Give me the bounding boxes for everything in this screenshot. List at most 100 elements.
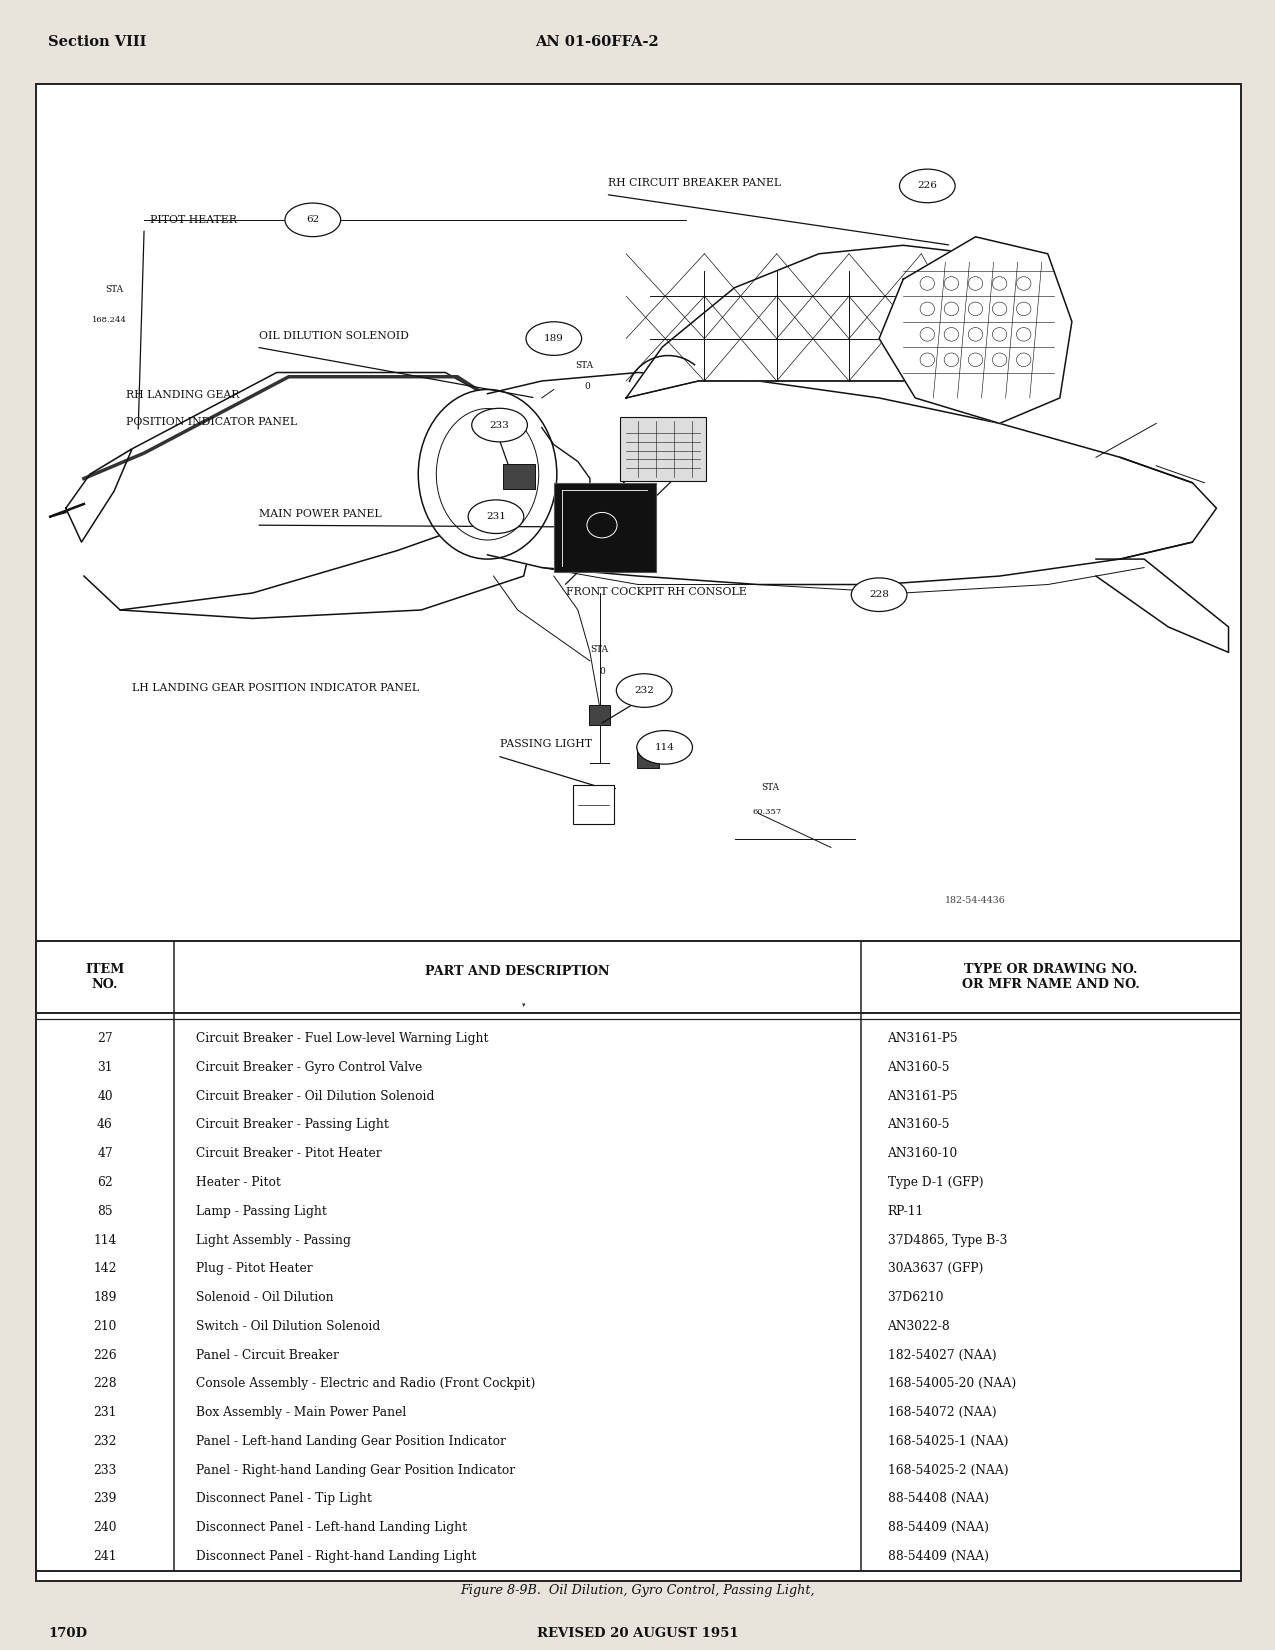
Text: 60.357: 60.357	[752, 807, 782, 815]
Text: 168-54025-2 (NAA): 168-54025-2 (NAA)	[887, 1464, 1009, 1477]
Polygon shape	[878, 238, 1072, 424]
Text: POSITION INDICATOR PANEL: POSITION INDICATOR PANEL	[126, 417, 297, 427]
Text: PITOT HEATER: PITOT HEATER	[150, 214, 237, 224]
Ellipse shape	[586, 513, 617, 538]
Text: STA: STA	[575, 361, 594, 370]
Text: 233: 233	[490, 421, 510, 429]
Ellipse shape	[418, 389, 557, 559]
Text: Circuit Breaker - Passing Light: Circuit Breaker - Passing Light	[196, 1119, 389, 1132]
Text: AN 01-60FFA-2: AN 01-60FFA-2	[536, 35, 659, 50]
Text: Box Assembly - Main Power Panel: Box Assembly - Main Power Panel	[196, 1406, 407, 1419]
Text: 182-54-4436: 182-54-4436	[945, 896, 1006, 904]
Ellipse shape	[921, 302, 935, 315]
Text: MAIN POWER PANEL: MAIN POWER PANEL	[259, 508, 381, 518]
Text: LH LANDING GEAR POSITION INDICATOR PANEL: LH LANDING GEAR POSITION INDICATOR PANEL	[133, 683, 419, 693]
Text: 239: 239	[93, 1492, 117, 1505]
Text: AN3161-P5: AN3161-P5	[887, 1033, 959, 1044]
FancyBboxPatch shape	[572, 785, 615, 823]
Ellipse shape	[286, 203, 340, 236]
Text: ▾: ▾	[521, 1002, 525, 1008]
Text: AN3160-5: AN3160-5	[887, 1061, 950, 1074]
Ellipse shape	[945, 277, 959, 290]
Text: 241: 241	[93, 1549, 117, 1563]
Text: 240: 240	[93, 1521, 117, 1535]
Text: AN3022-8: AN3022-8	[887, 1320, 950, 1333]
Text: REVISED 20 AUGUST 1951: REVISED 20 AUGUST 1951	[537, 1627, 738, 1640]
Polygon shape	[84, 373, 553, 610]
FancyBboxPatch shape	[638, 747, 659, 767]
Polygon shape	[1121, 457, 1216, 559]
Text: 231: 231	[486, 512, 506, 521]
Text: AN3160-10: AN3160-10	[887, 1147, 958, 1160]
Ellipse shape	[921, 328, 935, 342]
Text: Figure 8-9B.  Oil Dilution, Gyro Control, Passing Light,: Figure 8-9B. Oil Dilution, Gyro Control,…	[460, 1584, 815, 1597]
Text: 0: 0	[599, 667, 606, 675]
Text: Plug - Pitot Heater: Plug - Pitot Heater	[196, 1262, 312, 1275]
Ellipse shape	[992, 353, 1007, 366]
Text: Console Assembly - Electric and Radio (Front Cockpit): Console Assembly - Electric and Radio (F…	[196, 1378, 536, 1391]
Ellipse shape	[1016, 277, 1031, 290]
Text: 37D4865, Type B-3: 37D4865, Type B-3	[887, 1234, 1007, 1246]
Polygon shape	[66, 449, 133, 543]
Text: 168.244: 168.244	[92, 315, 128, 323]
Text: 47: 47	[97, 1147, 112, 1160]
Text: STA: STA	[106, 285, 124, 294]
Ellipse shape	[527, 322, 581, 355]
Ellipse shape	[992, 302, 1007, 315]
FancyBboxPatch shape	[553, 483, 657, 573]
Text: FRONT COCKPIT RH CONSOLE: FRONT COCKPIT RH CONSOLE	[566, 587, 747, 597]
Text: 46: 46	[97, 1119, 113, 1132]
Ellipse shape	[852, 578, 907, 612]
Text: RP-11: RP-11	[887, 1204, 924, 1218]
Text: Type D-1 (GFP): Type D-1 (GFP)	[887, 1176, 983, 1190]
Polygon shape	[626, 246, 1048, 398]
Text: 62: 62	[97, 1176, 113, 1190]
Ellipse shape	[968, 302, 983, 315]
Text: 114: 114	[93, 1234, 117, 1246]
FancyBboxPatch shape	[589, 705, 611, 726]
Text: 85: 85	[97, 1204, 112, 1218]
Text: RH LANDING GEAR: RH LANDING GEAR	[126, 389, 240, 399]
Text: AN3160-5: AN3160-5	[887, 1119, 950, 1132]
Ellipse shape	[945, 302, 959, 315]
Text: Section VIII: Section VIII	[48, 35, 147, 50]
Text: OIL DILUTION SOLENOID: OIL DILUTION SOLENOID	[259, 330, 408, 340]
Ellipse shape	[616, 673, 672, 708]
Ellipse shape	[436, 409, 539, 540]
Ellipse shape	[1016, 302, 1031, 315]
Text: 31: 31	[97, 1061, 112, 1074]
Text: Disconnect Panel - Tip Light: Disconnect Panel - Tip Light	[196, 1492, 372, 1505]
Text: Disconnect Panel - Right-hand Landing Light: Disconnect Panel - Right-hand Landing Li…	[196, 1549, 477, 1563]
Text: 232: 232	[634, 686, 654, 695]
Text: Panel - Circuit Breaker: Panel - Circuit Breaker	[196, 1348, 339, 1361]
Text: Circuit Breaker - Fuel Low-level Warning Light: Circuit Breaker - Fuel Low-level Warning…	[196, 1033, 488, 1044]
Text: Circuit Breaker - Pitot Heater: Circuit Breaker - Pitot Heater	[196, 1147, 381, 1160]
Text: Lamp - Passing Light: Lamp - Passing Light	[196, 1204, 326, 1218]
Text: 170D: 170D	[48, 1627, 88, 1640]
Text: 168-54025-1 (NAA): 168-54025-1 (NAA)	[887, 1436, 1009, 1447]
Text: 37D6210: 37D6210	[887, 1290, 944, 1304]
Text: 168-54072 (NAA): 168-54072 (NAA)	[887, 1406, 996, 1419]
Text: 168-54005-20 (NAA): 168-54005-20 (NAA)	[887, 1378, 1016, 1391]
Text: STA: STA	[761, 782, 779, 792]
Text: Switch - Oil Dilution Solenoid: Switch - Oil Dilution Solenoid	[196, 1320, 380, 1333]
Text: 231: 231	[93, 1406, 117, 1419]
Text: 210: 210	[93, 1320, 117, 1333]
Text: Solenoid - Oil Dilution: Solenoid - Oil Dilution	[196, 1290, 334, 1304]
Text: 0: 0	[584, 383, 589, 391]
Text: 189: 189	[93, 1290, 117, 1304]
Text: 142: 142	[93, 1262, 117, 1275]
Text: Panel - Right-hand Landing Gear Position Indicator: Panel - Right-hand Landing Gear Position…	[196, 1464, 515, 1477]
Ellipse shape	[472, 408, 528, 442]
Text: 114: 114	[654, 742, 674, 752]
Ellipse shape	[992, 277, 1007, 290]
Ellipse shape	[899, 170, 955, 203]
Text: Disconnect Panel - Left-hand Landing Light: Disconnect Panel - Left-hand Landing Lig…	[196, 1521, 467, 1535]
Ellipse shape	[968, 353, 983, 366]
Ellipse shape	[992, 328, 1007, 342]
Text: TYPE OR DRAWING NO.
OR MFR NAME AND NO.: TYPE OR DRAWING NO. OR MFR NAME AND NO.	[961, 962, 1140, 990]
Ellipse shape	[921, 353, 935, 366]
Text: AN3161-P5: AN3161-P5	[887, 1089, 959, 1102]
Ellipse shape	[921, 277, 935, 290]
Text: 88-54409 (NAA): 88-54409 (NAA)	[887, 1549, 988, 1563]
